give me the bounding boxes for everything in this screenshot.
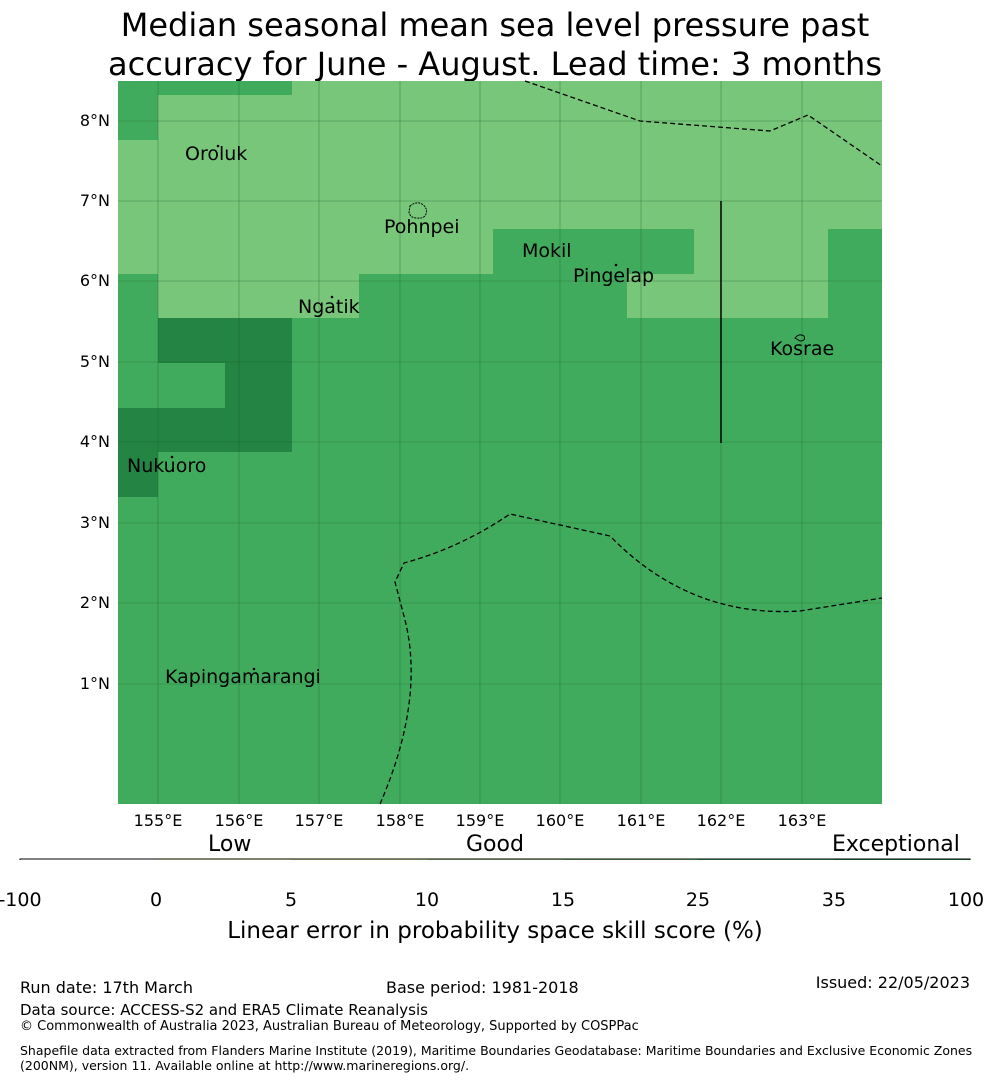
place-label-kapingamarangi: Kapingamarangi xyxy=(165,666,321,688)
cell-15-25 xyxy=(627,274,828,318)
skill-grid-cells xyxy=(118,81,882,804)
colorbar-tick-label: 25 xyxy=(685,889,711,911)
lat-tick-label: 8°N xyxy=(80,111,110,130)
lon-tick-label: 155°E xyxy=(134,811,183,830)
copyright-notice: © Commonwealth of Australia 2023, Austra… xyxy=(20,1019,639,1034)
cell-15-25 xyxy=(292,81,882,140)
data-source: Data source: ACCESS-S2 and ERA5 Climate … xyxy=(20,1001,428,1019)
place-label-ngatik: Ngatik xyxy=(298,296,360,318)
lon-tick-label: 157°E xyxy=(295,811,344,830)
colorbar-tick-label: 100 xyxy=(947,889,985,911)
cell-exceptional xyxy=(118,452,158,497)
place-label-oroluk: Oroluk xyxy=(185,143,247,165)
lat-tick-label: 6°N xyxy=(80,271,110,290)
colorbar-tick-label: 15 xyxy=(550,889,576,911)
shapefile-credit-line-2: (200NM), version 11. Available online at… xyxy=(20,1058,470,1073)
cell-exceptional xyxy=(118,408,292,452)
place-label-mokil: Mokil xyxy=(522,240,572,262)
eez-boundaries xyxy=(379,80,883,805)
colorbar-tick-label: -100 xyxy=(0,889,42,911)
lat-tick-label: 4°N xyxy=(80,432,110,451)
map-title-line-1: Median seasonal mean sea level pressure … xyxy=(120,6,870,44)
colorbar-category-exceptional: Exceptional xyxy=(832,832,960,857)
lat-tick-label: 7°N xyxy=(80,191,110,210)
cell-15-25 xyxy=(158,229,493,274)
colorbar-tick-label: 0 xyxy=(149,889,163,911)
cell-exceptional xyxy=(158,318,292,363)
lon-tick-label: 163°E xyxy=(778,811,827,830)
colorbar xyxy=(19,858,971,860)
base-period: Base period: 1981-2018 xyxy=(386,978,579,997)
shapefile-credit-line-1: Shapefile data extracted from Flanders M… xyxy=(20,1043,973,1058)
lon-axis: 155°E 156°E 157°E 158°E 159°E 160°E 161°… xyxy=(134,811,827,830)
colorbar-tick-label: 35 xyxy=(821,889,847,911)
cell-15-25 xyxy=(158,95,292,140)
graticule xyxy=(118,81,882,804)
place-label-kosrae: Kosrae xyxy=(770,338,834,360)
colorbar-axis-label: Linear error in probability space skill … xyxy=(227,918,763,944)
colorbar-tick-label: 5 xyxy=(284,889,298,911)
lon-tick-label: 158°E xyxy=(376,811,425,830)
lon-tick-label: 156°E xyxy=(215,811,264,830)
lat-tick-label: 1°N xyxy=(80,674,110,693)
skill-score-map: Oroluk Pohnpei Mokil Pingelap Ngatik Kos… xyxy=(19,80,971,860)
lon-tick-label: 159°E xyxy=(456,811,505,830)
cell-exceptional xyxy=(225,363,292,408)
cell-15-25 xyxy=(118,140,158,274)
place-label-pingelap: Pingelap xyxy=(573,265,654,287)
lat-tick-label: 2°N xyxy=(80,593,110,612)
map-title-line-2: accuracy for June - August. Lead time: 3… xyxy=(108,45,882,83)
colorbar-category-low: Low xyxy=(208,832,252,857)
island-outlines xyxy=(170,144,805,671)
colorbar-category-good: Good xyxy=(466,832,524,857)
lat-axis: 8°N 7°N 6°N 5°N 4°N 3°N 2°N 1°N xyxy=(80,111,110,693)
lat-tick-label: 3°N xyxy=(80,513,110,532)
colorbar-frame xyxy=(19,858,971,860)
cell-15-25 xyxy=(158,274,359,318)
place-label-pohnpei: Pohnpei xyxy=(384,216,460,238)
run-date: Run date: 17th March xyxy=(20,978,193,997)
lat-tick-label: 5°N xyxy=(80,352,110,371)
place-label-nukuoro: Nukuoro xyxy=(127,455,206,477)
cell-15-25 xyxy=(158,140,882,229)
issued-date: Issued: 22/05/2023 xyxy=(815,973,970,992)
colorbar-tick-label: 10 xyxy=(414,889,440,911)
lon-tick-label: 161°E xyxy=(617,811,666,830)
lon-tick-label: 160°E xyxy=(536,811,585,830)
cell-15-25 xyxy=(694,229,828,274)
lon-tick-label: 162°E xyxy=(697,811,746,830)
